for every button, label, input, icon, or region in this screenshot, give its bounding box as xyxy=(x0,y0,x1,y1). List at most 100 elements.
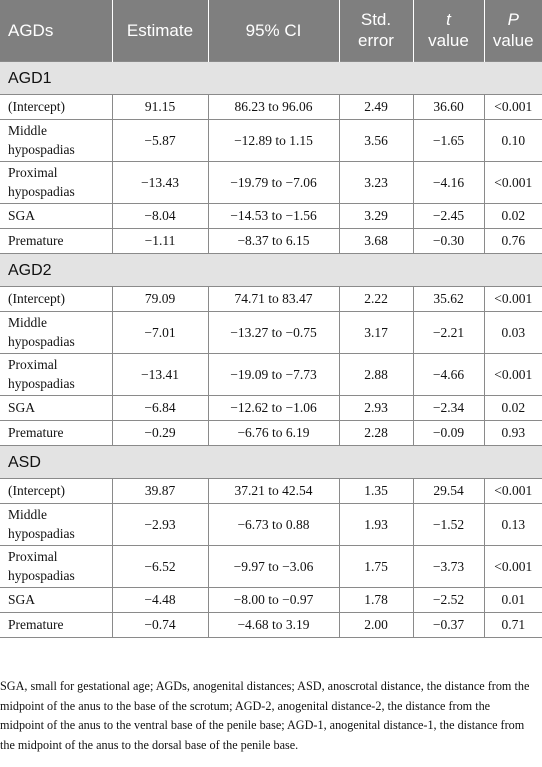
variable-label: Premature xyxy=(8,425,64,440)
variable-cell: Premature xyxy=(0,227,113,254)
stderr-cell: 1.35 xyxy=(338,477,414,504)
header-p-value: P value xyxy=(484,0,542,61)
table-row: SGA −8.04 −14.53 to −1.56 3.29 −2.45 0.02 xyxy=(0,202,542,229)
variable-label: Premature xyxy=(8,617,64,632)
variable-label: Middle xyxy=(8,507,47,522)
p-value-cell: 0.71 xyxy=(483,611,542,638)
estimate-cell: −6.52 xyxy=(111,544,209,588)
variable-label: SGA xyxy=(8,592,36,607)
t-value-cell: −4.66 xyxy=(412,352,485,396)
table-row: (Intercept) 79.09 74.71 to 83.47 2.22 35.62 <… xyxy=(0,285,542,312)
variable-cell: Middle hypospadias xyxy=(0,118,113,162)
t-value-cell: −2.45 xyxy=(412,202,485,229)
stderr-cell: 2.88 xyxy=(338,352,414,396)
t-value-cell: −3.73 xyxy=(412,544,485,588)
estimate-cell: −6.84 xyxy=(111,394,209,421)
table-body: AGD1 (Intercept) 91.15 86.23 to 96.06 2.49 36… xyxy=(0,60,542,638)
variable-label-line2: hypospadias xyxy=(8,184,75,199)
t-value-cell: −0.30 xyxy=(412,227,485,254)
stderr-cell: 3.17 xyxy=(338,310,414,354)
variable-cell: SGA xyxy=(0,586,113,613)
header-row: AGDs Estimate 95% CI Std. error t value … xyxy=(0,0,542,61)
ci-cell: −19.79 to −7.06 xyxy=(207,160,340,204)
stderr-cell: 3.23 xyxy=(338,160,414,204)
group-row: AGD1 xyxy=(0,60,542,95)
header-stderr-line1: Std. xyxy=(360,10,392,30)
variable-cell: Proximal hypospadias xyxy=(0,160,113,204)
stderr-cell: 2.93 xyxy=(338,394,414,421)
p-value-cell: 0.10 xyxy=(483,118,542,162)
p-value-cell: 0.03 xyxy=(483,310,542,354)
p-value-cell: 0.13 xyxy=(483,502,542,546)
header-estimate: Estimate xyxy=(112,0,209,61)
variable-label-line2: hypospadias xyxy=(8,142,75,157)
p-value-cell: <0.001 xyxy=(483,285,542,312)
p-value-cell: 0.02 xyxy=(483,202,542,229)
estimate-cell: −0.29 xyxy=(111,419,209,446)
t-value-cell: −0.09 xyxy=(412,419,485,446)
t-value-cell: −0.37 xyxy=(412,611,485,638)
ci-cell: −12.62 to −1.06 xyxy=(207,394,340,421)
estimate-cell: −13.41 xyxy=(111,352,209,396)
stderr-cell: 2.49 xyxy=(338,93,414,120)
variable-cell: (Intercept) xyxy=(0,93,113,120)
group-label: ASD xyxy=(0,444,542,479)
results-table-container: AGDs Estimate 95% CI Std. error t value … xyxy=(0,0,542,638)
stderr-cell: 3.29 xyxy=(338,202,414,229)
group-label: AGD1 xyxy=(0,60,542,95)
ci-cell: −19.09 to −7.73 xyxy=(207,352,340,396)
variable-label: SGA xyxy=(8,400,36,415)
estimate-cell: −0.74 xyxy=(111,611,209,638)
variable-cell: Middle hypospadias xyxy=(0,502,113,546)
table-row: Proximal hypospadias −6.52 −9.97 to −3.06 1.… xyxy=(0,544,542,588)
stderr-cell: 3.68 xyxy=(338,227,414,254)
ci-cell: −6.76 to 6.19 xyxy=(207,419,340,446)
header-t-line1: t xyxy=(446,10,451,30)
estimate-cell: 79.09 xyxy=(111,285,209,312)
ci-cell: −12.89 to 1.15 xyxy=(207,118,340,162)
variable-label-line2: hypospadias xyxy=(8,526,75,541)
t-value-cell: −2.21 xyxy=(412,310,485,354)
stderr-cell: 2.28 xyxy=(338,419,414,446)
table-row: Proximal hypospadias −13.43 −19.79 to −7.06… xyxy=(0,160,542,204)
header-p-line2: value xyxy=(492,31,534,51)
ci-cell: 74.71 to 83.47 xyxy=(207,285,340,312)
table-row: Middle hypospadias −5.87 −12.89 to 1.15 3.56… xyxy=(0,118,542,162)
stderr-cell: 3.56 xyxy=(338,118,414,162)
t-value-cell: −4.16 xyxy=(412,160,485,204)
ci-cell: −4.68 to 3.19 xyxy=(207,611,340,638)
t-value-cell: −1.65 xyxy=(412,118,485,162)
t-value-cell: −2.34 xyxy=(412,394,485,421)
table-row: Middle hypospadias −2.93 −6.73 to 0.88 1.93−… xyxy=(0,502,542,546)
stderr-cell: 1.78 xyxy=(338,586,414,613)
estimate-cell: 39.87 xyxy=(111,477,209,504)
estimate-cell: −2.93 xyxy=(111,502,209,546)
p-value-cell: <0.001 xyxy=(483,160,542,204)
ci-cell: 86.23 to 96.06 xyxy=(207,93,340,120)
t-value-cell: 29.54 xyxy=(412,477,485,504)
header-t-line2: value xyxy=(428,31,469,51)
variable-label-line2: hypospadias xyxy=(8,334,75,349)
variable-label-line2: hypospadias xyxy=(8,568,75,583)
variable-label: Premature xyxy=(8,233,64,248)
table-row: SGA −6.84 −12.62 to −1.06 2.93 −2.34 0.02 xyxy=(0,394,542,421)
group-label: AGD2 xyxy=(0,252,542,287)
variable-cell: Premature xyxy=(0,611,113,638)
variable-cell: Middle hypospadias xyxy=(0,310,113,354)
p-value-cell: <0.001 xyxy=(483,544,542,588)
ci-cell: −6.73 to 0.88 xyxy=(207,502,340,546)
p-value-cell: <0.001 xyxy=(483,352,542,396)
estimate-cell: 91.15 xyxy=(111,93,209,120)
header-t-value: t value xyxy=(413,0,485,61)
estimate-cell: −4.48 xyxy=(111,586,209,613)
estimate-cell: −5.87 xyxy=(111,118,209,162)
ci-cell: −13.27 to −0.75 xyxy=(207,310,340,354)
variable-cell: Proximal hypospadias xyxy=(0,352,113,396)
variable-cell: SGA xyxy=(0,394,113,421)
stderr-cell: 2.00 xyxy=(338,611,414,638)
variable-cell: SGA xyxy=(0,202,113,229)
t-value-cell: 36.60 xyxy=(412,93,485,120)
variable-label: Proximal xyxy=(8,549,58,564)
header-stderr: Std. error xyxy=(339,0,414,61)
variable-label: Proximal xyxy=(8,165,58,180)
